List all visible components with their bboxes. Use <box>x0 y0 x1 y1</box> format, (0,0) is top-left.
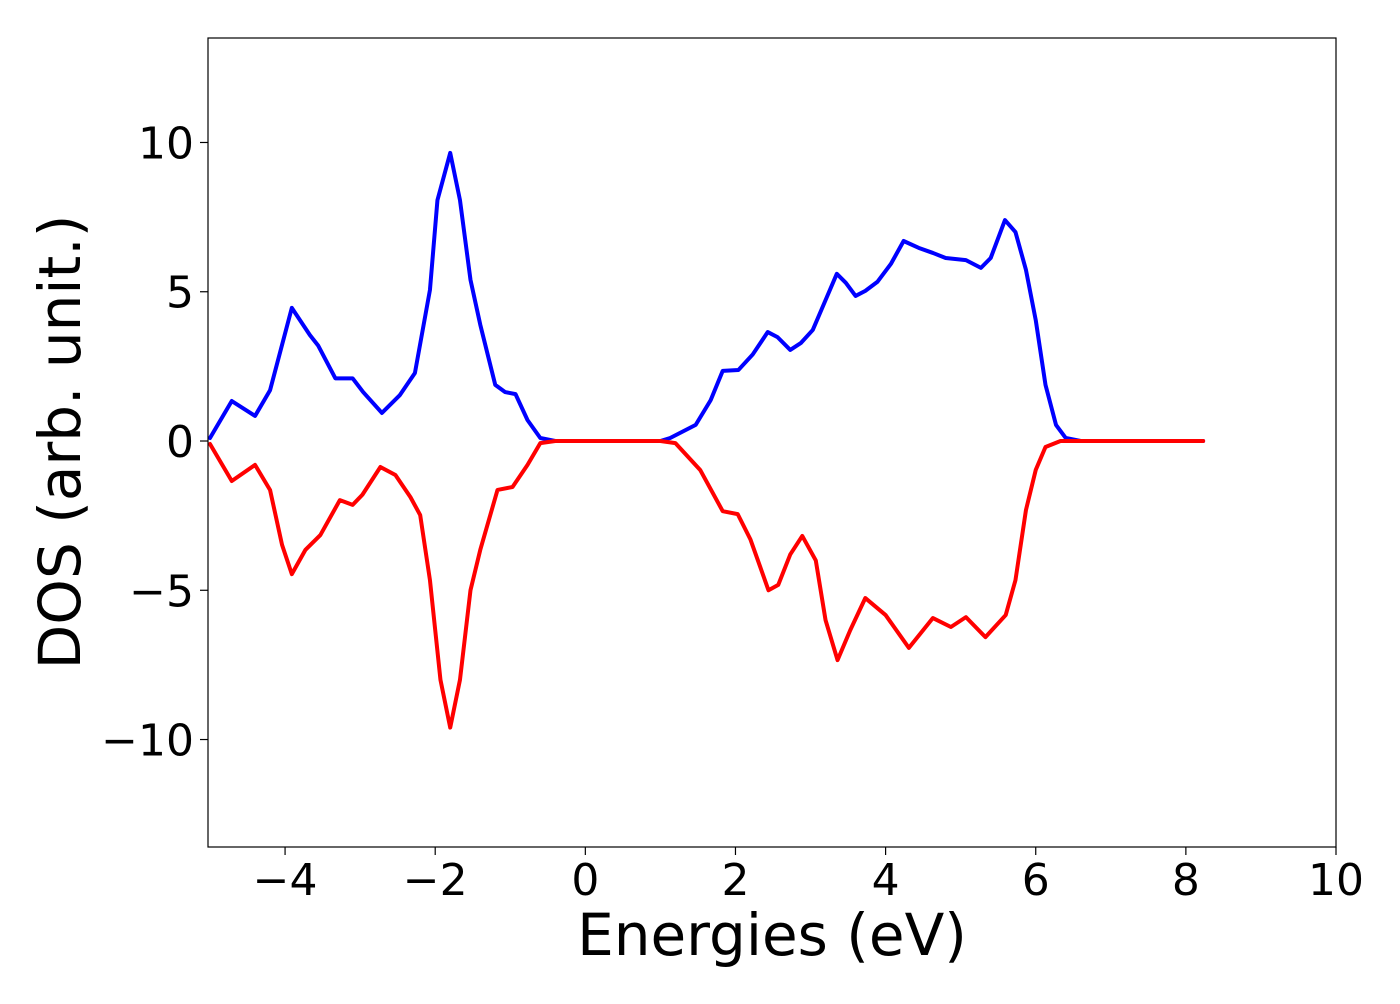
x-axis-label: Energies (eV) <box>577 901 967 969</box>
plot-frame <box>207 37 1337 848</box>
x-tick-label: −4 <box>253 855 318 906</box>
x-tick-label: 4 <box>872 855 900 906</box>
y-tick-label: 0 <box>166 417 194 468</box>
x-tick-label: 8 <box>1172 855 1200 906</box>
x-tick-label: 0 <box>571 855 599 906</box>
y-tick-label: −5 <box>129 566 194 617</box>
x-tick-label: 10 <box>1308 855 1364 906</box>
x-tick-label: 6 <box>1022 855 1050 906</box>
x-tick-label: −2 <box>403 855 468 906</box>
y-tick-label: 10 <box>138 118 194 169</box>
dos-line <box>208 150 1206 444</box>
y-tick-label: 5 <box>166 268 194 319</box>
y-tick-label: −10 <box>101 716 194 767</box>
y-axis-label: DOS (arb. unit.) <box>26 215 94 670</box>
x-tick-label: 2 <box>721 855 749 906</box>
dos-line <box>208 439 1206 730</box>
